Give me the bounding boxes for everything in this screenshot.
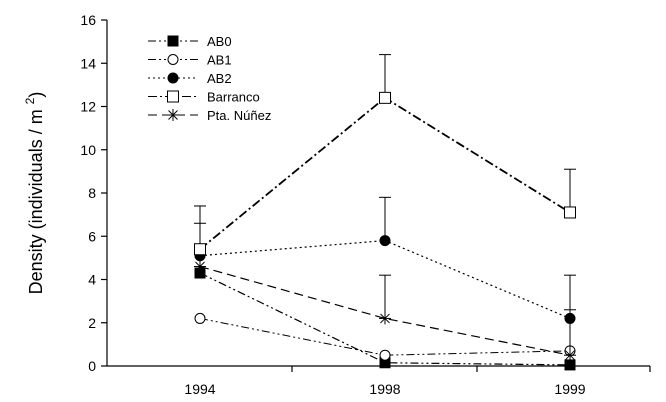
series-4-point-2-stroke-d2 — [565, 350, 575, 361]
series-1-point-0-shape — [194, 312, 206, 324]
legend-label-3: Barranco — [207, 90, 260, 105]
series-3-point-0 — [194, 243, 206, 256]
x-tick-label-1999: 1999 — [554, 381, 585, 397]
x-tick-label-1998: 1998 — [369, 381, 400, 397]
series-0-point-2 — [564, 359, 576, 371]
legend-label-0: AB0 — [207, 34, 232, 49]
legend-marker-3-shape — [167, 90, 179, 103]
legend-marker-0-shape — [167, 35, 179, 47]
legend-marker-2-shape — [167, 72, 179, 84]
y-axis-title-main: Density (individuals / m — [26, 104, 46, 294]
y-tick-label-6: 6 — [88, 228, 96, 244]
y-axis-title-superscript: 2 — [23, 97, 37, 104]
series-3-point-1-shape — [379, 91, 391, 104]
y-tick-label-2: 2 — [88, 315, 96, 331]
y-tick-label-8: 8 — [88, 185, 96, 201]
legend-label-4: Pta. Núñez — [207, 108, 271, 123]
series-layer — [194, 54, 576, 371]
series-3-point-1 — [379, 91, 391, 104]
series-4 — [194, 260, 576, 362]
series-4-point-1-stroke-d2 — [380, 313, 390, 324]
series-3-point-2 — [564, 206, 576, 219]
legend-marker-4 — [167, 109, 179, 121]
series-4-point-0-stroke-d2 — [195, 261, 205, 272]
legend-entry-3: Barranco — [148, 90, 260, 105]
series-3-point-0-shape — [194, 243, 206, 256]
legend-entry-4: Pta. Núñez — [148, 108, 271, 123]
legend-entry-1: AB1 — [148, 53, 232, 68]
y-axis-title-close: ) — [26, 92, 46, 98]
y-tick-label-4: 4 — [88, 272, 96, 288]
series-1-point-1-shape — [379, 349, 391, 361]
y-tick-label-12: 12 — [80, 99, 96, 115]
legend: AB0 AB1 AB2 Barranco Pta. Núñez — [148, 34, 271, 123]
series-3 — [194, 54, 576, 256]
series-1-point-1 — [379, 349, 391, 361]
legend-marker-2 — [167, 72, 179, 84]
series-4-point-2 — [564, 349, 576, 362]
y-axis-title: Density (individuals / m 2) — [23, 92, 46, 295]
y-tick-label-0: 0 — [88, 358, 96, 374]
x-ticks: 1994 1998 1999 — [184, 366, 651, 397]
legend-label-1: AB1 — [207, 53, 232, 68]
legend-marker-4-stroke-d2 — [168, 110, 178, 120]
series-4-point-1 — [379, 312, 391, 325]
legend-entry-2: AB2 — [148, 71, 232, 86]
y-tick-label-10: 10 — [80, 142, 96, 158]
series-2-point-1-shape — [379, 235, 391, 247]
legend-marker-1 — [167, 54, 179, 65]
series-4-line — [199, 265, 571, 356]
legend-entry-0: AB0 — [148, 34, 232, 49]
series-4-point-0 — [194, 260, 206, 273]
legend-marker-0 — [167, 35, 179, 47]
y-ticks: 0 2 4 6 8 10 12 14 16 — [80, 12, 107, 374]
legend-marker-1-shape — [167, 54, 179, 65]
x-tick-label-1994: 1994 — [184, 381, 215, 397]
legend-marker-3 — [167, 90, 179, 103]
series-1-point-0 — [194, 312, 206, 324]
y-tick-label-14: 14 — [80, 55, 96, 71]
series-1-line — [199, 317, 571, 356]
legend-label-2: AB2 — [207, 71, 232, 86]
series-0-point-2-shape — [564, 359, 576, 371]
series-2 — [194, 196, 576, 324]
series-3-point-2-shape — [564, 206, 576, 219]
series-2-point-1 — [379, 235, 391, 247]
y-tick-label-16: 16 — [80, 12, 96, 28]
